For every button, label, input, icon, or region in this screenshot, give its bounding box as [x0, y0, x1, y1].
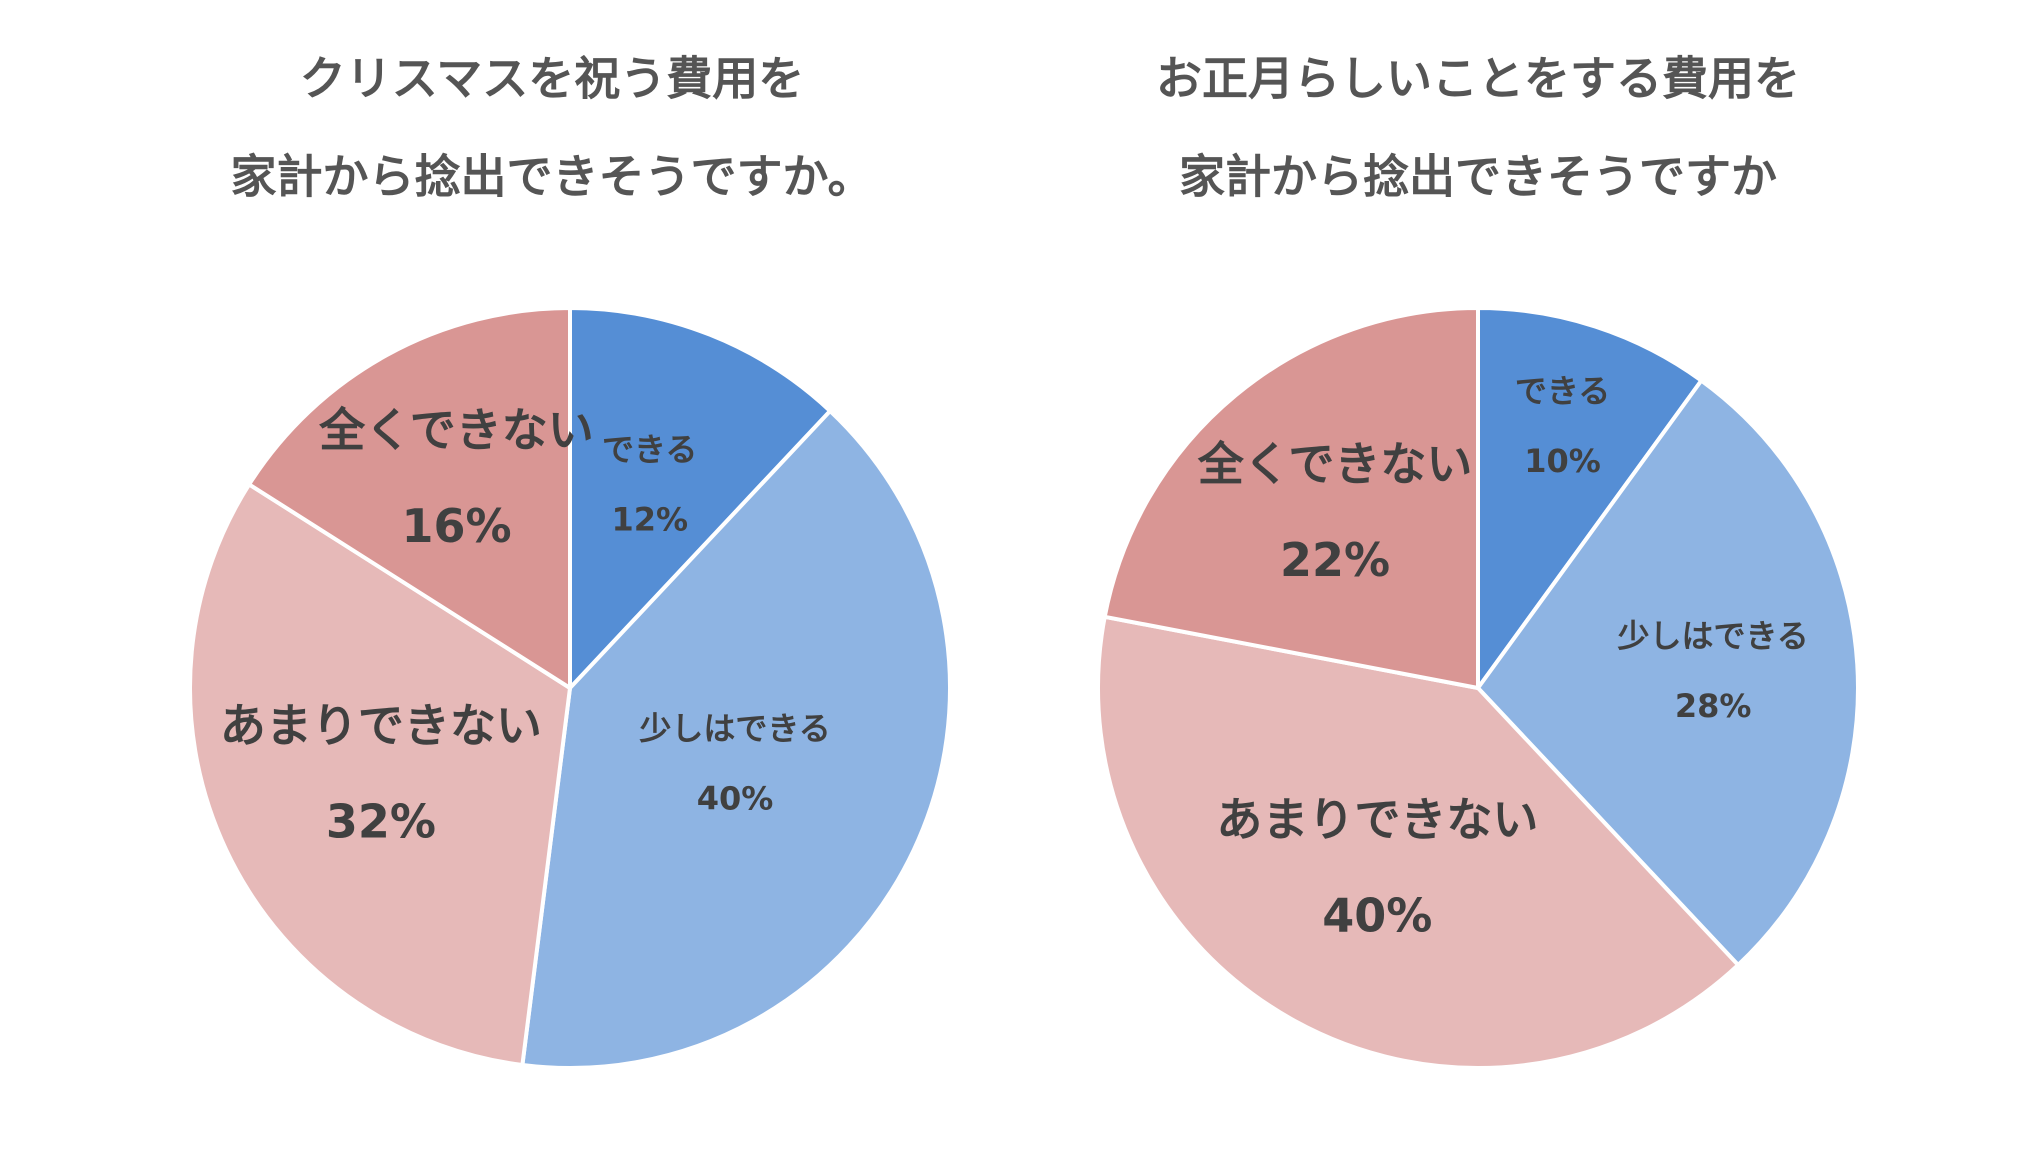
- slice-value-4: 22%: [1280, 533, 1390, 587]
- pie-slice-4: [247, 306, 572, 690]
- slice-label-2: 少しはできる: [1617, 617, 1808, 655]
- pie-slice-2: [1476, 378, 1860, 968]
- pie-slice-3: [1096, 614, 1741, 1070]
- slice-label-1: できる: [1515, 372, 1610, 410]
- pie-slice-1: [568, 306, 833, 690]
- slice-labels: できる 10% 少しはできる 28% あまりできない 40% 全くできない 22%: [1197, 372, 1809, 943]
- slice-labels: できる 12% 少しはできる 40% あまりできない 32% 全くできない 16%: [220, 403, 831, 848]
- slice-value-1: 10%: [1524, 442, 1601, 480]
- pie-slice-1: [1476, 306, 1704, 690]
- chart-title-line-1: お正月らしいことをする費用を: [1156, 52, 1800, 106]
- slice-value-3: 40%: [1322, 889, 1432, 943]
- slice-value-4: 16%: [401, 499, 511, 553]
- slice-label-3: あまりできない: [1216, 793, 1538, 847]
- chart-title-line-1: クリスマスを祝う費用を: [300, 52, 805, 106]
- slice-value-2: 40%: [697, 780, 774, 818]
- slice-value-1: 12%: [611, 501, 688, 539]
- slice-value-2: 28%: [1675, 687, 1752, 725]
- slice-value-3: 32%: [326, 794, 436, 848]
- slice-label-4: 全くできない: [1197, 437, 1473, 491]
- pie-slice-4: [1102, 306, 1480, 690]
- slice-label-1: できる: [602, 431, 697, 469]
- slice-label-2: 少しはできる: [639, 710, 830, 748]
- chart-title-line-2: 家計から捻出できそうですか: [1179, 150, 1777, 204]
- slice-label-3: あまりできない: [220, 698, 542, 752]
- slice-label-4: 全くできない: [318, 403, 594, 457]
- chart-title-line-2: 家計から捻出できそうですか。: [230, 150, 873, 204]
- pie-slice-2: [520, 408, 952, 1070]
